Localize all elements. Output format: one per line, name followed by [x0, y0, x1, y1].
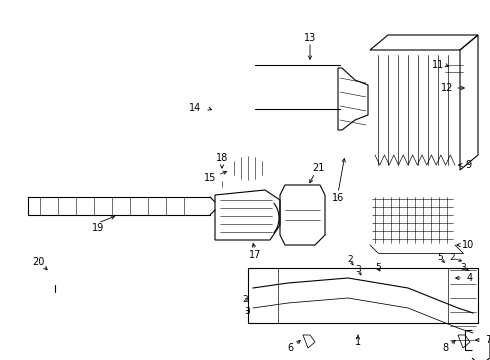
Text: 2: 2 [449, 253, 455, 262]
Text: 8: 8 [442, 343, 448, 353]
Text: 14: 14 [189, 103, 201, 113]
Text: 10: 10 [462, 240, 474, 250]
Text: 2: 2 [242, 296, 248, 305]
Text: 3: 3 [355, 266, 361, 274]
Text: 16: 16 [332, 193, 344, 203]
Text: 19: 19 [92, 223, 104, 233]
Bar [370, 195, 455, 245]
Text: 5: 5 [437, 253, 443, 262]
Bar [468, 85, 480, 90]
Bar [235, 248, 485, 335]
Text: 13: 13 [304, 33, 316, 43]
Text: 9: 9 [465, 160, 471, 170]
Text: 7: 7 [485, 335, 490, 345]
Text: 15: 15 [204, 173, 216, 183]
Bar [445, 58, 463, 86]
Bar [370, 50, 460, 170]
Text: 4: 4 [467, 273, 473, 283]
Text: 6: 6 [287, 343, 293, 353]
Text: 3: 3 [460, 264, 466, 273]
Text: 21: 21 [312, 163, 324, 173]
Text: 3: 3 [244, 307, 250, 316]
Text: 11: 11 [432, 60, 444, 70]
Text: 2: 2 [347, 256, 353, 265]
Text: 1: 1 [355, 337, 361, 347]
Text: 12: 12 [441, 83, 453, 93]
Text: 18: 18 [216, 153, 228, 163]
Text: 20: 20 [32, 257, 44, 267]
Text: 5: 5 [375, 264, 381, 273]
Text: 17: 17 [249, 250, 261, 260]
